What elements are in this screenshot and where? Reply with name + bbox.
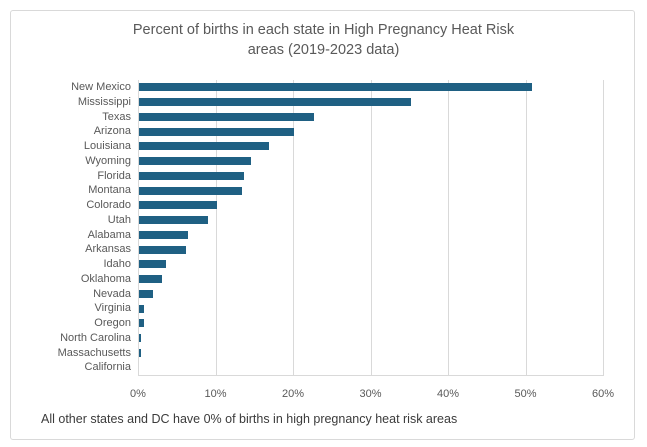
chart-footnote: All other states and DC have 0% of birth…	[41, 412, 458, 426]
bar	[139, 127, 294, 136]
x-axis-label: 20%	[281, 388, 305, 400]
y-axis-label: Wyoming	[85, 154, 131, 167]
x-axis-label: 40%	[436, 388, 460, 400]
x-axis-label: 30%	[359, 388, 382, 400]
y-axis-label: Alabama	[87, 228, 131, 241]
y-axis-label: California	[84, 361, 131, 374]
bar	[139, 157, 252, 166]
y-axis-label: Massachusetts	[57, 346, 131, 359]
bar	[139, 186, 243, 195]
y-axis-label: Texas	[102, 110, 131, 123]
bar	[139, 334, 141, 343]
x-axis-label: 10%	[204, 388, 227, 400]
bar	[139, 319, 144, 328]
y-axis-label: North Carolina	[60, 331, 131, 344]
y-axis-label: Nevada	[93, 287, 131, 300]
y-axis-label: Oklahoma	[80, 272, 131, 285]
x-gridline	[603, 80, 604, 375]
bar	[139, 230, 188, 239]
bar	[139, 304, 144, 313]
x-axis-line	[138, 375, 604, 376]
y-axis-label: Utah	[107, 213, 131, 226]
bar	[139, 112, 315, 121]
y-axis-label: Arkansas	[85, 243, 131, 256]
bar	[139, 171, 245, 180]
y-axis-label: Arizona	[93, 125, 131, 138]
y-axis-label: New Mexico	[71, 81, 131, 93]
x-axis-label: 0%	[130, 388, 146, 400]
bar	[139, 245, 187, 254]
x-gridline	[138, 80, 139, 375]
bar	[139, 201, 218, 210]
bar	[139, 216, 208, 225]
y-axis-label: Colorado	[86, 199, 131, 211]
y-axis-label: Montana	[88, 184, 131, 197]
y-axis-label: Idaho	[103, 258, 131, 270]
x-gridline	[293, 80, 294, 375]
y-axis-label: Mississippi	[77, 95, 131, 108]
chart-title-line-1: Percent of births in each state in High …	[132, 22, 515, 38]
bar	[139, 83, 532, 92]
x-gridline	[215, 80, 217, 375]
x-axis-label: 60%	[591, 388, 615, 400]
chart-title-line-2: areas (2019-2023 data)	[247, 41, 400, 58]
x-gridline	[370, 80, 372, 375]
chart-frame	[10, 10, 635, 440]
y-axis-label: Louisiana	[83, 140, 131, 152]
x-gridline	[525, 80, 527, 375]
bar	[139, 142, 270, 151]
y-axis-label: Florida	[97, 169, 131, 182]
bar	[139, 260, 167, 269]
bar	[139, 275, 163, 284]
bar	[139, 98, 412, 107]
bar	[139, 289, 153, 298]
y-axis-label: Oregon	[94, 317, 131, 329]
y-axis-label: Virginia	[94, 302, 132, 315]
x-axis-label: 50%	[514, 388, 537, 400]
x-gridline	[448, 80, 449, 375]
chart-title: Percent of births in each state in High …	[0, 21, 647, 60]
bar	[139, 348, 141, 357]
